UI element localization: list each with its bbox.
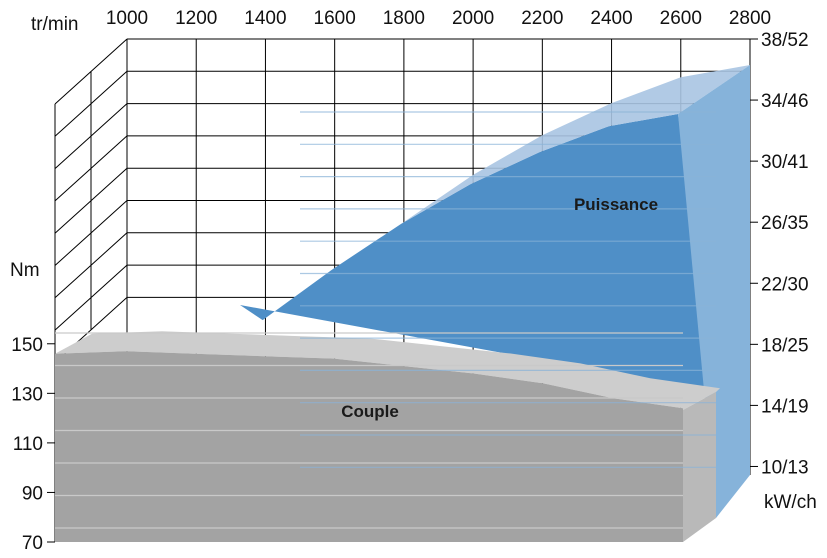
x-tick-label: 2000: [452, 8, 494, 29]
power-area: [240, 65, 750, 518]
torque-top-ridge: [55, 331, 720, 410]
left-tick-label: 110: [13, 434, 43, 455]
grid-depth-line: [54, 103, 128, 169]
right-tick-label: 18/25: [761, 335, 809, 356]
x-tick-label: 1800: [383, 8, 425, 29]
x-tick-label: 1600: [314, 8, 356, 29]
x-tick-label: 2400: [590, 8, 632, 29]
right-tick-label: 38/52: [761, 30, 809, 51]
left-tick-label: 70: [22, 533, 43, 554]
left-tick-label: 90: [22, 483, 43, 504]
series-label-power: Puissance: [574, 195, 658, 214]
power-front-face: [240, 114, 716, 392]
right-tick-label: 14/19: [761, 396, 809, 417]
left-axis-title: Nm: [10, 260, 40, 281]
right-tick-label: 34/46: [761, 91, 809, 112]
grid-depth-line: [54, 167, 128, 234]
grid-depth-line: [54, 70, 128, 137]
grid-depth-line: [54, 232, 128, 299]
power-top-ridge: [401, 65, 750, 224]
left-tick-label: 130: [11, 384, 43, 405]
grid-depth-line: [54, 264, 128, 331]
grid-depth-line: [54, 135, 128, 202]
grid-depth-line: [54, 200, 128, 266]
x-tick-label: 2200: [521, 8, 563, 29]
x-tick-label: 1000: [106, 8, 148, 29]
left-tick-label: 150: [11, 335, 43, 356]
overlay-lines: [55, 111, 716, 529]
x-tick-label: 2600: [660, 8, 702, 29]
tick-labels: 1000 1200 1400 1600 1800 2000 2200 2400 2600 2800…: [11, 8, 808, 554]
series-label-torque: Couple: [341, 402, 399, 421]
power-side-face: [678, 65, 750, 518]
grid-depth-line: [54, 38, 128, 105]
right-tick-label: 26/35: [761, 213, 809, 234]
right-axis-title: kW/ch: [764, 492, 817, 513]
right-tick-label: 30/41: [761, 152, 809, 173]
right-tick-label: 22/30: [761, 274, 809, 295]
x-axis-title: tr/min: [31, 14, 79, 35]
x-tick-label: 1400: [244, 8, 286, 29]
right-tick-label: 10/13: [761, 457, 809, 478]
torque-front-face: [55, 351, 683, 542]
x-tick-label: 2800: [729, 8, 771, 29]
x-tick-label: 1200: [175, 8, 217, 29]
